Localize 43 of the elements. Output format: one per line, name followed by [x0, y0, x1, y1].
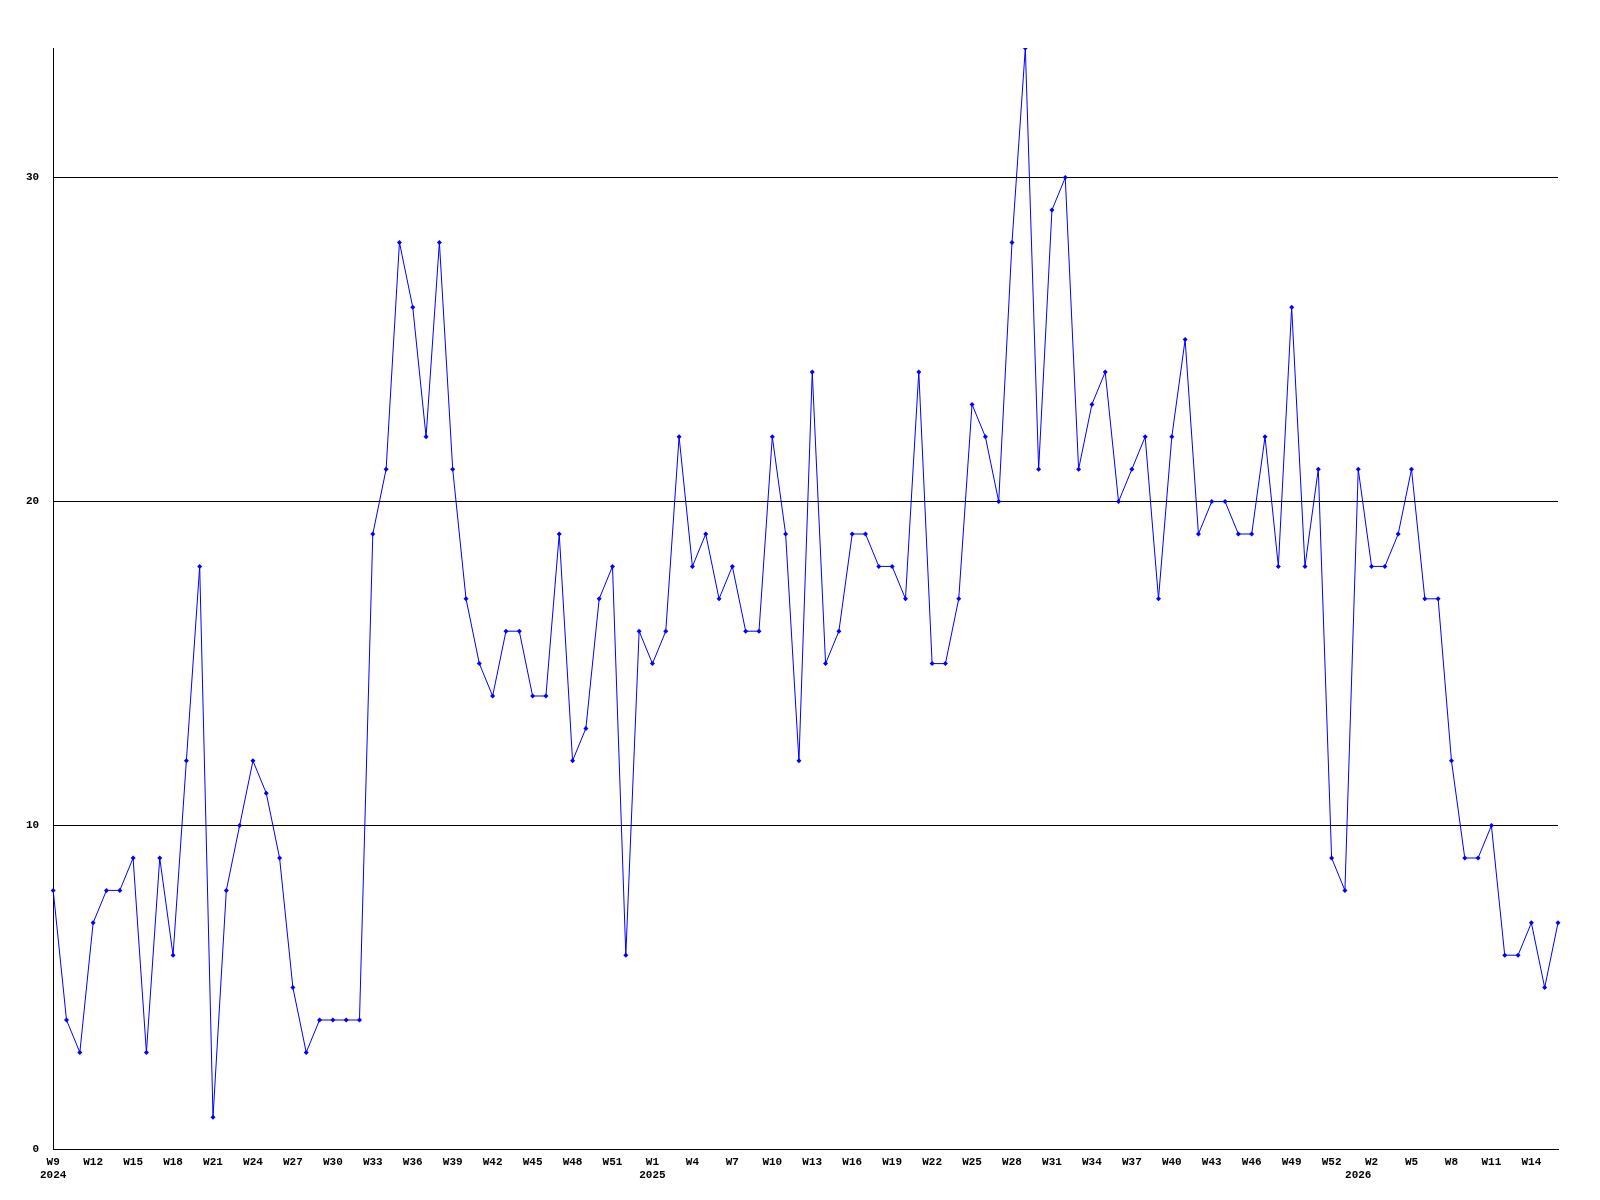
- x-tick-label: W31: [1042, 1155, 1063, 1168]
- x-tick-label: W1 2025: [639, 1155, 667, 1182]
- x-tick-label: W9 2024: [40, 1155, 67, 1182]
- x-tick-label: W5: [1404, 1155, 1419, 1168]
- y-tick-label: 30: [26, 171, 40, 184]
- x-tick-label: W27: [283, 1155, 303, 1168]
- x-tick-label: W28: [1002, 1155, 1023, 1168]
- x-tick-label: W39: [442, 1155, 463, 1168]
- x-tick-label: W46: [1241, 1155, 1262, 1168]
- x-tick-label: W19: [882, 1155, 903, 1168]
- y-tick-label: 10: [26, 819, 40, 832]
- x-tick-label: W40: [1161, 1155, 1182, 1168]
- y-tick-label: 20: [26, 495, 40, 508]
- x-tick-label: W33: [362, 1155, 384, 1168]
- y-tick-label: 0: [32, 1143, 40, 1156]
- x-tick-label: W7: [725, 1155, 739, 1168]
- x-tick-label: W14: [1521, 1155, 1542, 1168]
- x-tick-label: W2: [1364, 1155, 1379, 1168]
- x-tick-label: W37: [1121, 1155, 1142, 1168]
- x-tick-label: W49: [1281, 1155, 1302, 1168]
- x-tick-label: W22: [922, 1155, 943, 1168]
- x-tick-label: W12: [83, 1155, 104, 1168]
- x-tick-label: W21: [203, 1155, 224, 1168]
- x-tick-label: W18: [163, 1155, 184, 1168]
- x-tick-label: 2026: [1345, 1169, 1372, 1182]
- x-tick-label: W10: [762, 1155, 783, 1168]
- x-tick-label: W52: [1321, 1155, 1342, 1168]
- x-tick-label: W4: [685, 1155, 700, 1168]
- x-tick-label: W45: [522, 1155, 543, 1168]
- x-tick-label: W43: [1201, 1155, 1223, 1168]
- x-tick-label: W24: [243, 1155, 264, 1168]
- x-tick-label: W16: [842, 1155, 863, 1168]
- x-tick-label: W15: [123, 1155, 144, 1168]
- x-tick-label: W30: [322, 1155, 343, 1168]
- x-tick-label: W48: [562, 1155, 583, 1168]
- x-tick-label: W36: [402, 1155, 423, 1168]
- x-tick-label: W34: [1082, 1155, 1103, 1168]
- x-tick-label: W51: [602, 1155, 623, 1168]
- x-tick-label: W13: [802, 1155, 823, 1168]
- x-tick-label: W42: [482, 1155, 503, 1168]
- x-tick-label: W25: [962, 1155, 983, 1168]
- x-tick-label: W11: [1481, 1155, 1502, 1168]
- x-tick-label: W8: [1444, 1155, 1459, 1168]
